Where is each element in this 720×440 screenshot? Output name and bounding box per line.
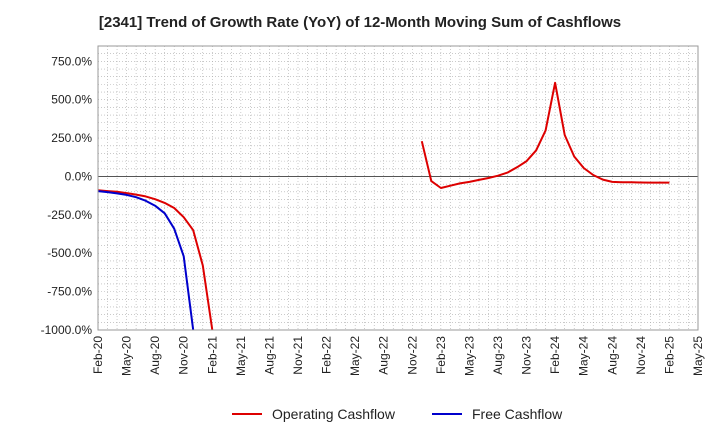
y-tick-label: 750.0% — [51, 54, 92, 68]
y-tick-label: 250.0% — [51, 131, 92, 145]
x-tick-label: May-25 — [691, 336, 705, 376]
x-tick-label: Nov-24 — [634, 336, 648, 375]
x-tick-label: Feb-20 — [91, 336, 105, 374]
x-tick-label: May-20 — [120, 336, 134, 376]
x-tick-label: Nov-20 — [177, 336, 191, 375]
x-tick-labels: Feb-20 May-20 Aug-20 Nov-20 Feb-21 May-21 Aug-… — [91, 336, 705, 376]
x-tick-label: Nov-21 — [291, 336, 305, 375]
legend-swatch-free — [432, 413, 462, 415]
y-tick-label: 0.0% — [65, 169, 93, 183]
y-tick-label: -750.0% — [47, 285, 92, 299]
x-tick-label: May-21 — [234, 336, 248, 376]
legend-item-operating: Operating Cashflow — [232, 406, 395, 422]
y-tick-label: -1000.0% — [41, 323, 93, 337]
x-tick-label: Feb-22 — [320, 336, 334, 374]
legend-label-free: Free Cashflow — [472, 406, 563, 422]
x-tick-label: May-23 — [462, 336, 476, 376]
series-line-free-cashflow — [97, 190, 195, 331]
x-tick-label: Aug-21 — [262, 336, 276, 375]
y-tick-label: -250.0% — [47, 208, 92, 222]
x-tick-label: Aug-22 — [377, 336, 391, 375]
y-tick-labels: 750.0% 500.0% 250.0% 0.0% -250.0% -500.0% -750… — [41, 54, 93, 337]
x-tick-label: Feb-24 — [548, 336, 562, 374]
legend: Operating Cashflow Free Cashflow — [0, 406, 720, 426]
x-tick-label: Aug-24 — [605, 336, 619, 375]
legend-item-free: Free Cashflow — [432, 406, 562, 422]
x-tick-label: Nov-22 — [405, 336, 419, 375]
chart-title: [2341] Trend of Growth Rate (YoY) of 12-… — [98, 14, 622, 31]
x-tick-label: Feb-25 — [662, 336, 676, 374]
x-tick-label: Aug-23 — [491, 336, 505, 375]
x-tick-label: Aug-20 — [148, 336, 162, 375]
y-tick-label: -500.0% — [47, 246, 92, 260]
x-tick-label: May-22 — [348, 336, 362, 376]
series-layer — [97, 81, 670, 331]
x-tick-label: Feb-21 — [205, 336, 219, 374]
legend-swatch-operating — [232, 413, 262, 415]
series-line-operating-cashflow — [97, 189, 214, 331]
x-tick-label: Feb-23 — [434, 336, 448, 374]
x-tick-label: Nov-23 — [520, 336, 534, 375]
plot-frame — [97, 45, 699, 331]
y-tick-label: 500.0% — [51, 93, 92, 107]
legend-label-operating: Operating Cashflow — [272, 406, 395, 422]
x-tick-label: May-24 — [577, 336, 591, 376]
series-line-operating-cashflow — [420, 81, 670, 189]
